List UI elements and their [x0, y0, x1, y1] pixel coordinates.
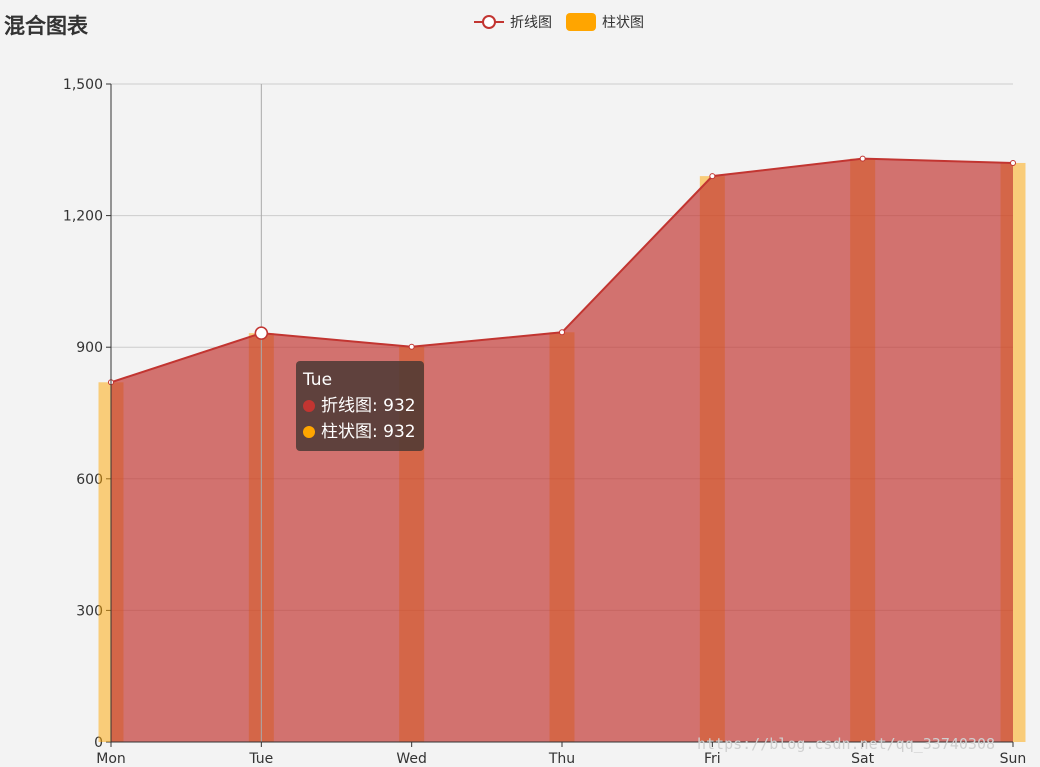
y-tick-label: 0 [94, 735, 103, 751]
line-point[interactable] [408, 343, 415, 350]
watermark: https://blog.csdn.net/qq_33740308 [697, 735, 996, 753]
x-tick-label: Sun [1000, 751, 1027, 767]
tooltip-row-line: 折线图: 932 [303, 393, 416, 419]
tooltip-category: Tue [303, 370, 333, 390]
line-point[interactable] [859, 155, 866, 162]
y-tick-label: 600 [76, 472, 103, 488]
x-tick-label: Wed [396, 751, 427, 767]
legend: 折线图 柱状图 [474, 12, 658, 32]
line-series-icon [474, 15, 504, 29]
tooltip-row-bar: 柱状图: 932 [303, 419, 416, 445]
bar-series-icon [566, 13, 596, 31]
x-tick-label: Thu [548, 751, 575, 767]
y-tick-label: 300 [76, 603, 103, 619]
tooltip: Tue 折线图: 932 柱状图: 932 [296, 361, 424, 451]
y-tick-label: 1,500 [63, 77, 103, 93]
y-tick-label: 1,200 [63, 209, 103, 225]
line-area [111, 158, 1013, 742]
x-tick-label: Mon [96, 751, 126, 767]
chart-title: 混合图表 [4, 14, 88, 38]
x-tick-label: Sat [851, 751, 874, 767]
line-point[interactable] [709, 173, 716, 180]
line-point[interactable] [254, 326, 269, 340]
line-point[interactable] [1010, 159, 1016, 166]
tooltip-dot-bar [303, 426, 315, 438]
x-tick-label: Fri [704, 751, 721, 767]
tooltip-label-line: 折线图: 932 [321, 396, 416, 416]
legend-item-bar[interactable]: 柱状图 [566, 12, 644, 32]
legend-label-line: 折线图 [510, 15, 552, 31]
legend-label-bar: 柱状图 [602, 15, 644, 31]
line-point[interactable] [559, 329, 565, 336]
tooltip-label-bar: 柱状图: 932 [321, 422, 416, 442]
tooltip-dot-line [303, 400, 315, 412]
legend-item-line[interactable]: 折线图 [474, 12, 552, 32]
x-tick-label: Tue [248, 751, 273, 767]
y-tick-label: 900 [76, 340, 103, 356]
